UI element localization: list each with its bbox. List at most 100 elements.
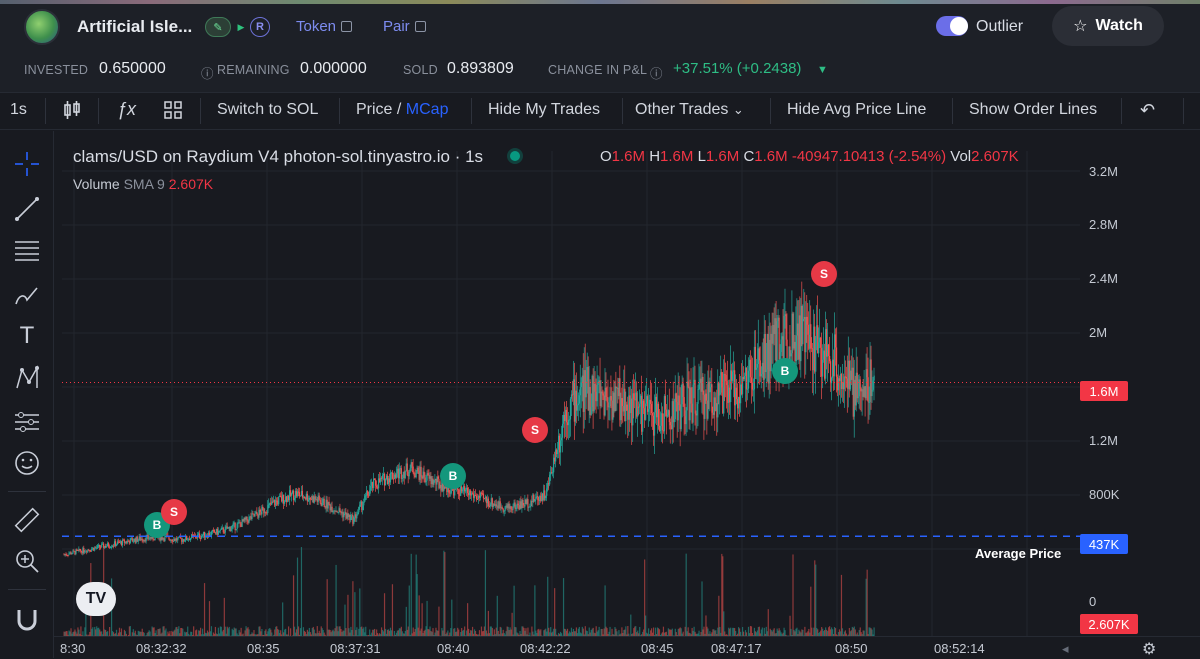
price-option[interactable]: Price / [356, 101, 401, 118]
candle-body [874, 376, 875, 381]
pnl-value: +37.51% (+0.2438) [673, 60, 801, 77]
buy-marker[interactable]: B [440, 463, 466, 489]
mcap-option[interactable]: MCap [406, 101, 449, 118]
candle-body [413, 467, 414, 474]
info-icon: ⓘ [201, 63, 214, 82]
candle-body [71, 553, 72, 554]
candle-body [586, 381, 587, 398]
volume-bar [335, 565, 336, 636]
tradingview-logo[interactable]: TV [76, 582, 116, 616]
candle-body [146, 536, 147, 541]
switch-to-sol-button[interactable]: Switch to SOL [217, 101, 318, 119]
candle-body [357, 512, 358, 515]
candle-body [748, 371, 749, 389]
candle-body [781, 340, 782, 352]
candle-body [437, 477, 438, 479]
copy-icon[interactable] [415, 21, 426, 32]
volume-bar [327, 579, 328, 636]
volume-bar [701, 581, 702, 636]
text-icon[interactable]: T [12, 321, 42, 351]
candle-body [522, 500, 523, 505]
other-trades-dropdown[interactable]: Other Trades ⌄ [635, 101, 744, 119]
forecast-icon[interactable] [12, 407, 42, 437]
candle-body [595, 384, 596, 392]
zoom-in-icon[interactable] [12, 546, 42, 576]
pair-link[interactable]: Pair [383, 18, 426, 35]
volume-bar [301, 547, 302, 636]
volume-bar [422, 603, 423, 636]
ruler-icon[interactable] [12, 505, 42, 535]
crosshair-icon[interactable] [12, 149, 42, 179]
candle-body [818, 342, 819, 353]
undo-icon[interactable]: ↶ [1140, 100, 1155, 121]
sell-marker[interactable]: S [161, 499, 187, 525]
candle-body [236, 529, 237, 530]
candle-body [568, 420, 569, 425]
candle-body [421, 467, 422, 477]
show-order-lines-button[interactable]: Show Order Lines [969, 101, 1097, 119]
candle-body [858, 396, 859, 398]
toggle-knob[interactable] [950, 17, 968, 35]
candle-body [240, 522, 241, 523]
indicators-icon[interactable]: ƒx [117, 99, 136, 120]
fib-lines-icon[interactable] [12, 236, 42, 266]
candle-body [320, 500, 321, 503]
x-tick: 08:52:14 [934, 641, 985, 656]
candle-body [684, 397, 685, 416]
candle-body [665, 396, 666, 409]
candle-body [100, 547, 101, 548]
interval-button[interactable]: 1s [10, 101, 27, 119]
scroll-left-icon[interactable]: ◂ [1062, 641, 1069, 657]
copy-icon[interactable] [341, 21, 352, 32]
candle-body [401, 468, 402, 479]
candle-body [829, 356, 830, 361]
candle-body [90, 551, 91, 552]
price-chart[interactable] [62, 131, 1080, 636]
candle-body [261, 507, 262, 515]
layout-grid-icon[interactable] [163, 100, 183, 125]
pencil-icon[interactable]: ✎ [205, 17, 231, 37]
token-link[interactable]: Token [296, 18, 352, 35]
candle-body [79, 549, 80, 551]
sell-marker[interactable]: S [811, 261, 837, 287]
ohlc-legend: O1.6M H1.6M L1.6M C1.6M -40947.10413 (-2… [600, 148, 1019, 165]
raydium-icon: R [250, 17, 270, 37]
gear-icon[interactable]: ⚙ [1142, 639, 1156, 659]
watch-button[interactable]: ☆Watch [1052, 6, 1164, 46]
volume-bar [867, 570, 868, 636]
emoji-icon[interactable] [12, 448, 42, 478]
candle-body [462, 489, 463, 491]
trend-line-icon[interactable] [12, 194, 42, 224]
x-tick: 08:32:32 [136, 641, 187, 656]
price-mcap-toggle[interactable]: Price / MCap [356, 101, 448, 119]
candle-body [534, 500, 535, 501]
outlier-label: Outlier [976, 18, 1023, 36]
candle-body [91, 549, 92, 551]
volume-bar [365, 627, 366, 636]
sell-marker[interactable]: S [522, 417, 548, 443]
magnet-icon[interactable] [12, 605, 42, 635]
volume-bar [792, 554, 793, 636]
candle-body [299, 492, 300, 496]
candle-body [233, 523, 234, 525]
hide-avg-price-line-button[interactable]: Hide Avg Price Line [787, 101, 926, 119]
sold-label: SOLD [403, 63, 438, 77]
candles-icon[interactable] [62, 100, 82, 125]
pattern-icon[interactable] [12, 363, 42, 393]
hide-my-trades-button[interactable]: Hide My Trades [488, 101, 600, 119]
x-tick: 08:42:22 [520, 641, 571, 656]
candle-body [353, 518, 354, 524]
candle-body [651, 404, 652, 413]
open-label: O [600, 148, 612, 165]
candle-body [597, 385, 598, 401]
buy-marker[interactable]: B [772, 358, 798, 384]
candle-body [433, 480, 434, 485]
candle-body [374, 479, 375, 480]
candle-body [201, 536, 202, 538]
avg-price-label: 437K [1080, 534, 1128, 554]
candle-body [315, 496, 316, 499]
caret-down-icon[interactable]: ▼ [817, 64, 828, 76]
candle-body [138, 540, 139, 542]
brush-icon[interactable] [12, 281, 42, 311]
volume-bar [282, 602, 283, 636]
